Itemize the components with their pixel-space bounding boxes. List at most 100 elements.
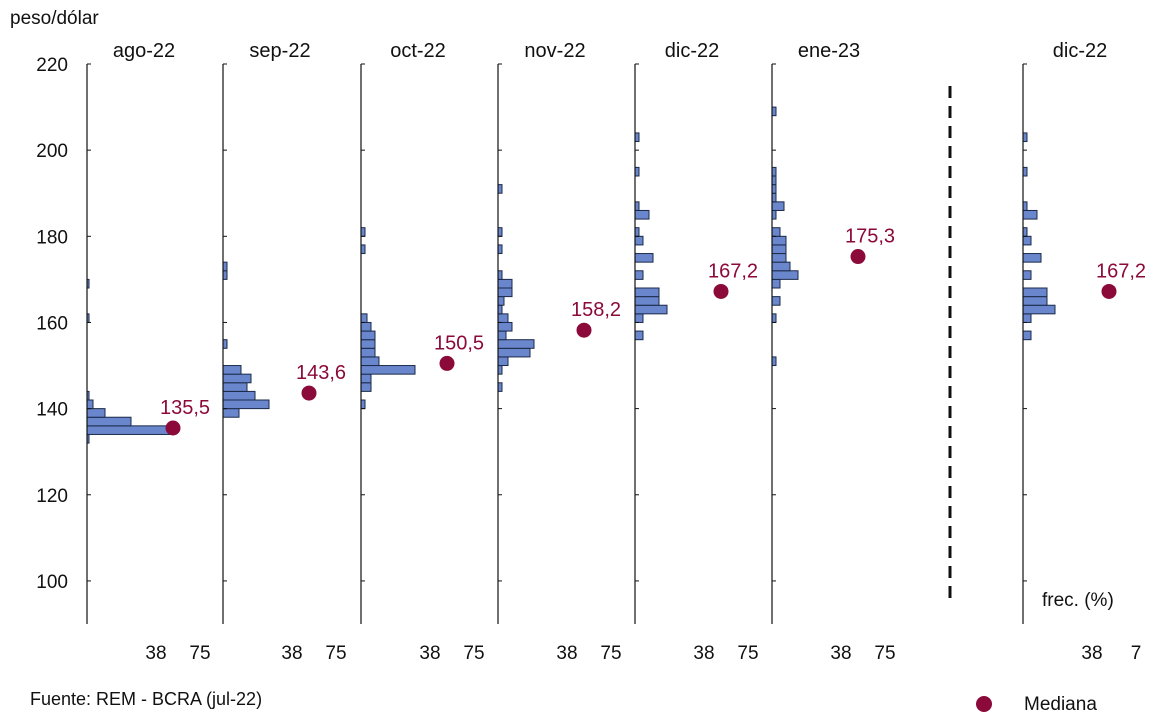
histogram-bar [771,227,781,237]
histogram-bar [497,287,513,298]
y-tick-labels: 100 120 140 160 180 200 220 [36,55,68,593]
x-tick-label: 38 [693,643,714,664]
panel-4: dic-22 38 75 167,2 [634,40,759,664]
median-label: 143,6 [296,362,346,384]
y-tick-label: 180 [36,227,68,248]
histogram-bar [634,253,654,263]
histogram-bar [360,365,416,375]
histogram-bar [222,261,228,272]
histogram-bar [771,235,787,246]
histogram-bar [360,382,372,392]
x-tick-label: 38 [145,643,166,664]
median-label: 135,5 [160,397,210,419]
histogram-bar [222,399,270,410]
histogram-bar [634,313,644,323]
median-label: 175,3 [845,226,895,248]
histogram-bar [771,296,781,306]
x-tick-label: 38 [830,643,851,664]
histogram-bar [1022,287,1048,298]
panel-title: sep-22 [249,40,310,62]
histogram-bar [222,390,256,401]
panel-title: ago-22 [113,40,175,62]
x-tick-label: 75 [737,643,758,664]
median-label: 167,2 [708,260,758,282]
histogram-bar [634,330,644,341]
y-tick-label: 160 [36,313,68,334]
median-marker [576,322,592,338]
histogram-bar [771,201,785,211]
median-marker [713,283,729,299]
histogram-bar [222,373,252,384]
panel-6: dic-22 38 7 167,2 [1022,40,1146,664]
median-marker [850,249,866,265]
histogram-bar [86,425,172,435]
x-tick-label: 38 [419,643,440,664]
histogram-bar [1022,296,1048,306]
histogram-bar [360,321,372,332]
histogram-bar [497,321,513,332]
histogram-bar [86,416,132,427]
panel-3: nov-22 38 75 158,2 [497,40,622,664]
histogram-bar [222,408,240,418]
histogram-bar [1022,209,1038,220]
panel-1: sep-22 38 75 143,6 [222,40,347,664]
median-marker [165,420,181,436]
median-marker [439,355,455,371]
x-tick-label: 75 [600,643,621,664]
histogram-bar [1022,253,1042,263]
histogram-bar [360,330,376,341]
x-tick-label: 38 [1081,643,1102,664]
legend-median-label: Mediana [1024,694,1097,715]
x-tick-label: 7 [1131,643,1142,664]
x-tick-label: 38 [556,643,577,664]
frequency-label: frec. (%) [1042,590,1114,611]
histogram-bar [222,365,242,375]
median-marker [301,385,317,401]
histogram-bar [771,270,799,280]
x-tick-label: 75 [874,643,895,664]
histogram-bar [771,278,781,289]
histogram-bar [771,244,787,255]
histogram-bar [360,347,376,358]
histogram-bar [634,304,668,315]
histogram-bar [497,296,505,306]
histogram-bar [634,270,644,280]
source-note: Fuente: REM - BCRA (jul-22) [30,689,262,709]
histogram-bar [634,296,660,306]
histogram-bar [360,356,380,367]
histogram-bar [360,313,368,323]
histogram-bar [634,235,644,246]
y-tick-label: 200 [36,141,68,162]
median-marker [1101,283,1117,299]
histogram-bar [1022,313,1032,323]
histogram-bar [86,408,106,418]
panels: ago-22 38 75 135,5 sep-22 38 75 143,6 oct-22 38 75… [86,40,1146,664]
y-tick-label: 220 [36,55,68,76]
panel-title: ene-23 [798,40,860,62]
y-tick-label: 100 [36,572,68,593]
histogram-bar [86,399,94,410]
y-tick-label: 140 [36,400,68,421]
x-tick-label: 75 [189,643,210,664]
histogram-bar [360,373,372,384]
panel-0: ago-22 38 75 135,5 [86,40,211,664]
histogram-bar [222,270,228,280]
panel-5: ene-23 38 75 175,3 [771,40,896,664]
histogram-bar [497,347,531,358]
panel-title: oct-22 [390,40,446,62]
histogram-bar [634,209,650,220]
histogram-bar [1022,304,1056,315]
x-tick-label: 75 [463,643,484,664]
panel-title: dic-22 [665,40,719,62]
y-tick-label: 120 [36,486,68,507]
median-label: 150,5 [434,332,484,354]
histogram-bar [222,339,228,349]
histogram-bar [1022,330,1032,341]
histogram-bar [497,313,509,323]
histogram-bar [360,339,376,349]
panel-title: dic-22 [1053,40,1107,62]
median-label: 167,2 [1096,260,1146,282]
histogram-bar [1022,270,1032,280]
histogram-bar [771,253,787,263]
histogram-bar [497,339,535,349]
